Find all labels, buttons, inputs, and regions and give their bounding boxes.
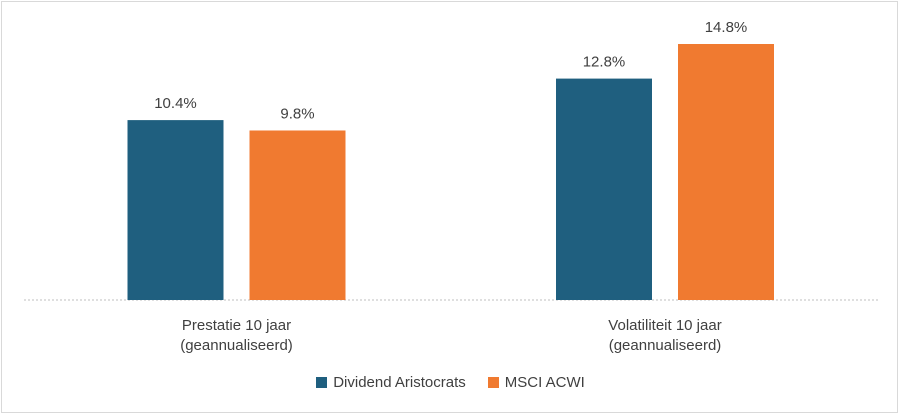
legend: Dividend Aristocrats MSCI ACWI bbox=[0, 374, 901, 391]
bar-msci-acwi-1 bbox=[678, 44, 774, 300]
data-label: 12.8% bbox=[583, 54, 626, 71]
legend-label-dividend-aristocrats: Dividend Aristocrats bbox=[333, 374, 466, 391]
data-label: 9.8% bbox=[280, 105, 314, 122]
bar-dividend-aristocrats-1 bbox=[556, 78, 652, 300]
data-label: 14.8% bbox=[705, 19, 748, 36]
data-label: 10.4% bbox=[154, 95, 197, 112]
legend-label-msci-acwi: MSCI ACWI bbox=[504, 374, 585, 391]
category-label: (geannualiseerd) bbox=[180, 337, 293, 354]
legend-swatch-msci-acwi bbox=[487, 377, 499, 388]
category-label: Prestatie 10 jaar bbox=[182, 317, 291, 334]
category-label: Volatiliteit 10 jaar bbox=[608, 317, 721, 334]
bar-msci-acwi-0 bbox=[249, 130, 346, 300]
legend-swatch-dividend-aristocrats bbox=[316, 377, 328, 388]
category-label: (geannualiseerd) bbox=[609, 337, 722, 354]
bar-dividend-aristocrats-0 bbox=[127, 120, 224, 300]
legend-item-msci-acwi: MSCI ACWI bbox=[487, 374, 585, 391]
legend-item-dividend-aristocrats: Dividend Aristocrats bbox=[316, 374, 466, 391]
